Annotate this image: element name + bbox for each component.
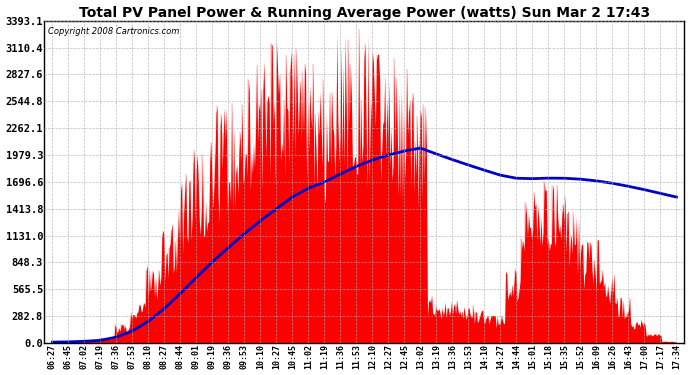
Text: Copyright 2008 Cartronics.com: Copyright 2008 Cartronics.com	[48, 27, 179, 36]
Title: Total PV Panel Power & Running Average Power (watts) Sun Mar 2 17:43: Total PV Panel Power & Running Average P…	[79, 6, 650, 20]
